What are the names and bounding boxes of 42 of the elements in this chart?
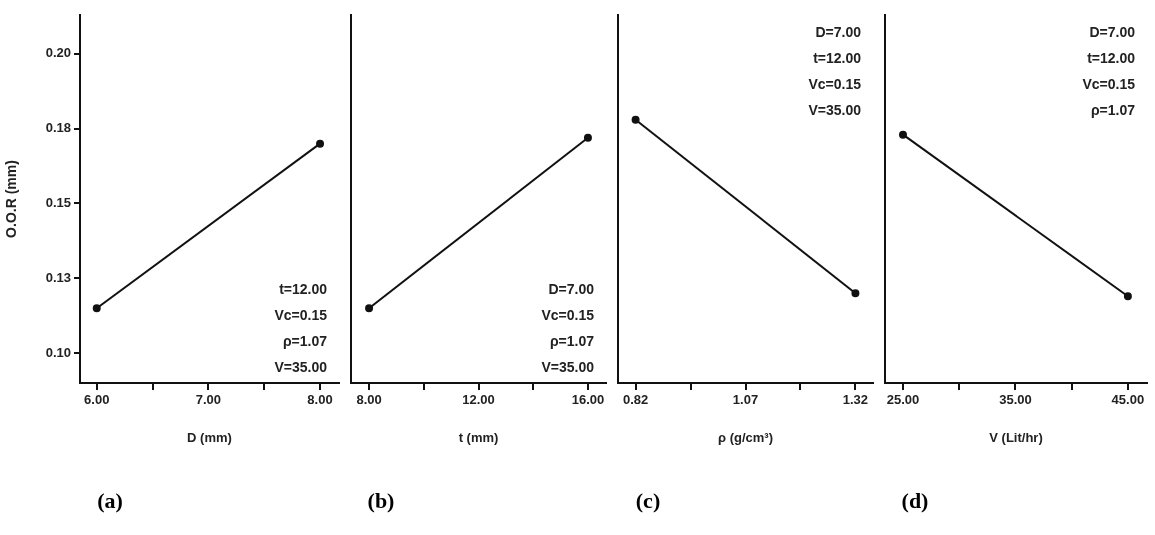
annotation: t=12.00 bbox=[813, 49, 862, 66]
x-axis-title: D (mm) bbox=[187, 429, 232, 445]
x-tick-label: 16.00 bbox=[571, 392, 605, 408]
x-tick-label: 35.00 bbox=[999, 392, 1032, 408]
x-axis-title: V (Lit/hr) bbox=[989, 429, 1043, 445]
annotation: D=7.00 bbox=[815, 23, 862, 40]
annotation: V=35.00 bbox=[274, 358, 328, 375]
x-tick-label: 0.82 bbox=[622, 392, 649, 408]
text: (a) bbox=[97, 487, 123, 513]
x-tick-label: 1.07 bbox=[732, 392, 759, 408]
annotation: Vc=0.15 bbox=[1082, 75, 1136, 92]
y-tick-label: 0.20 bbox=[45, 45, 71, 61]
annotation: V=35.00 bbox=[808, 101, 862, 118]
x-tick-label: 12.00 bbox=[462, 392, 495, 408]
x-tick-label: 8.00 bbox=[356, 392, 382, 408]
x-tick-label: 45.00 bbox=[1111, 392, 1145, 408]
y-tick-label: 0.10 bbox=[45, 344, 71, 360]
annotation: t=12.00 bbox=[1087, 49, 1136, 66]
x-axis-title: ρ (g/cm³) bbox=[718, 429, 773, 445]
x-tick-label: 7.00 bbox=[195, 392, 222, 408]
x-tick-label: 8.00 bbox=[307, 392, 333, 408]
y-tick-label: 0.18 bbox=[45, 120, 71, 136]
annotation: ρ=1.07 bbox=[1090, 101, 1136, 118]
annotation: V=35.00 bbox=[541, 358, 595, 375]
x-tick-label: 25.00 bbox=[886, 392, 920, 408]
y-tick-label: 0.15 bbox=[45, 195, 71, 211]
annotation: Vc=0.15 bbox=[274, 306, 328, 323]
annotation: t=12.00 bbox=[279, 280, 328, 297]
y-tick-label: 0.13 bbox=[45, 269, 71, 285]
annotation: ρ=1.07 bbox=[282, 332, 328, 349]
annotation: ρ=1.07 bbox=[549, 332, 595, 349]
annotation: Vc=0.15 bbox=[808, 75, 862, 92]
x-tick-label: 1.32 bbox=[842, 392, 869, 408]
annotation: Vc=0.15 bbox=[541, 306, 595, 323]
text: (d) bbox=[901, 487, 929, 513]
x-tick-label: 6.00 bbox=[84, 392, 110, 408]
y-axis-title: O.O.R (mm) bbox=[3, 160, 20, 238]
text: (b) bbox=[367, 487, 395, 513]
annotation: D=7.00 bbox=[548, 280, 595, 297]
x-axis-title: t (mm) bbox=[458, 429, 499, 445]
annotation: D=7.00 bbox=[1089, 23, 1136, 40]
text: (c) bbox=[635, 487, 661, 513]
